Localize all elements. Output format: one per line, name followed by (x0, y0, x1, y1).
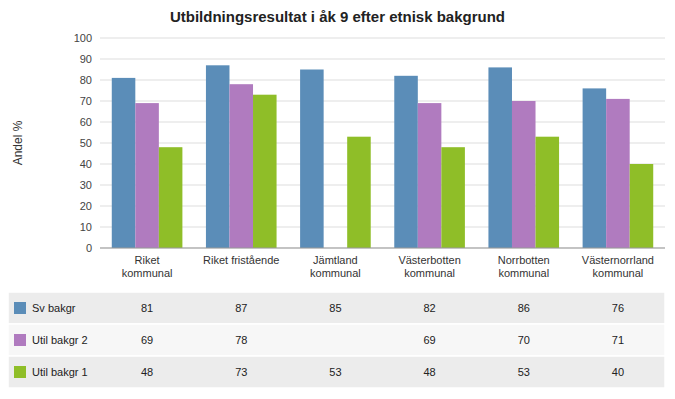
y-tick-label: 40 (80, 158, 92, 170)
y-tick-label: 80 (80, 74, 92, 86)
x-tick-label-line: kommunal (404, 267, 455, 279)
bar (583, 88, 607, 248)
table-row (8, 324, 665, 356)
table-row (8, 356, 665, 388)
x-tick-label-line: Jämtland (313, 254, 358, 266)
x-axis-line (100, 248, 665, 249)
x-tick-label: Riketkommunal (122, 254, 173, 279)
legend-swatch (14, 366, 26, 378)
bar (536, 137, 560, 248)
x-tick-label: Västernorrlandkommunal (582, 254, 654, 279)
x-tick-label-line: kommunal (498, 267, 549, 279)
grid-line (100, 227, 665, 228)
legend-label: Sv bakgr (32, 302, 76, 314)
x-tick-label-line: kommunal (310, 267, 361, 279)
y-tick-label: 30 (80, 179, 92, 191)
data-label: 81 (141, 302, 153, 314)
x-tick-label-line: Norrbotten (498, 254, 550, 266)
data-label: 85 (329, 302, 341, 314)
grid-line (100, 206, 665, 207)
chart-svg: Utbildningsresultat i åk 9 efter etnisk … (0, 0, 675, 399)
y-tick-label: 70 (80, 95, 92, 107)
bar (512, 101, 536, 248)
x-tick-label-line: kommunal (593, 267, 644, 279)
y-tick-label: 60 (80, 116, 92, 128)
bars (112, 65, 653, 248)
x-tick-label: Riket fristående (203, 254, 279, 266)
legend-swatch (14, 302, 26, 314)
y-tick-label: 0 (86, 242, 92, 254)
x-tick-label-line: Västerbotten (398, 254, 460, 266)
bar (488, 67, 512, 248)
y-tick-label: 50 (80, 137, 92, 149)
data-label: 82 (423, 302, 435, 314)
grid-line (100, 101, 665, 102)
bar (418, 103, 442, 248)
y-grid (100, 38, 665, 248)
grid-line (100, 38, 665, 39)
grid-line (100, 80, 665, 81)
data-label: 76 (612, 302, 624, 314)
bar (206, 65, 230, 248)
data-label: 70 (518, 334, 530, 346)
bar (159, 147, 183, 248)
y-tick-label: 20 (80, 200, 92, 212)
bar (229, 84, 253, 248)
grid-line (100, 164, 665, 165)
data-label: 87 (235, 302, 247, 314)
y-tick-label: 10 (80, 221, 92, 233)
y-tick-label: 100 (74, 32, 92, 44)
data-label: 48 (141, 366, 153, 378)
data-label: 78 (235, 334, 247, 346)
bar (606, 99, 630, 248)
bar (630, 164, 654, 248)
legend-label: Util bakgr 2 (32, 334, 88, 346)
x-tick-label: Jämtlandkommunal (310, 254, 361, 279)
data-table: Sv bakgr 81 87 85 82 86 76 Util bakgr 2 69 78 69 70… (8, 292, 665, 388)
x-tick-label-line: Västernorrland (582, 254, 654, 266)
bar (253, 95, 277, 248)
x-tick-label-line: Riket fristående (203, 254, 279, 266)
title: Utbildningsresultat i åk 9 efter etnisk … (170, 8, 505, 25)
bar (135, 103, 159, 248)
grid-line (100, 248, 665, 249)
table-row (8, 292, 665, 324)
grid-line (100, 59, 665, 60)
bar (347, 137, 371, 248)
y-tick-label: 90 (80, 53, 92, 65)
data-label: 48 (423, 366, 435, 378)
x-tick-label: Norrbottenkommunal (498, 254, 550, 279)
x-tick-label-line: Riket (135, 254, 160, 266)
data-label: 69 (423, 334, 435, 346)
data-label: 71 (612, 334, 624, 346)
data-label: 53 (518, 366, 530, 378)
data-label: 40 (612, 366, 624, 378)
grid-line (100, 143, 665, 144)
chart-container: Utbildningsresultat i åk 9 efter etnisk … (0, 0, 675, 399)
data-label: 73 (235, 366, 247, 378)
legend-swatch (14, 334, 26, 346)
grid-line (100, 185, 665, 186)
x-tick-label: Västerbottenkommunal (398, 254, 460, 279)
grid-line (100, 122, 665, 123)
data-label: 69 (141, 334, 153, 346)
legend-label: Util bakgr 1 (32, 366, 88, 378)
data-label: 86 (518, 302, 530, 314)
bar (394, 76, 418, 248)
y-axis-label: Andel % (11, 120, 25, 165)
data-label: 53 (329, 366, 341, 378)
x-tick-label-line: kommunal (122, 267, 173, 279)
bar (300, 70, 324, 249)
bar (112, 78, 136, 248)
bar (441, 147, 465, 248)
